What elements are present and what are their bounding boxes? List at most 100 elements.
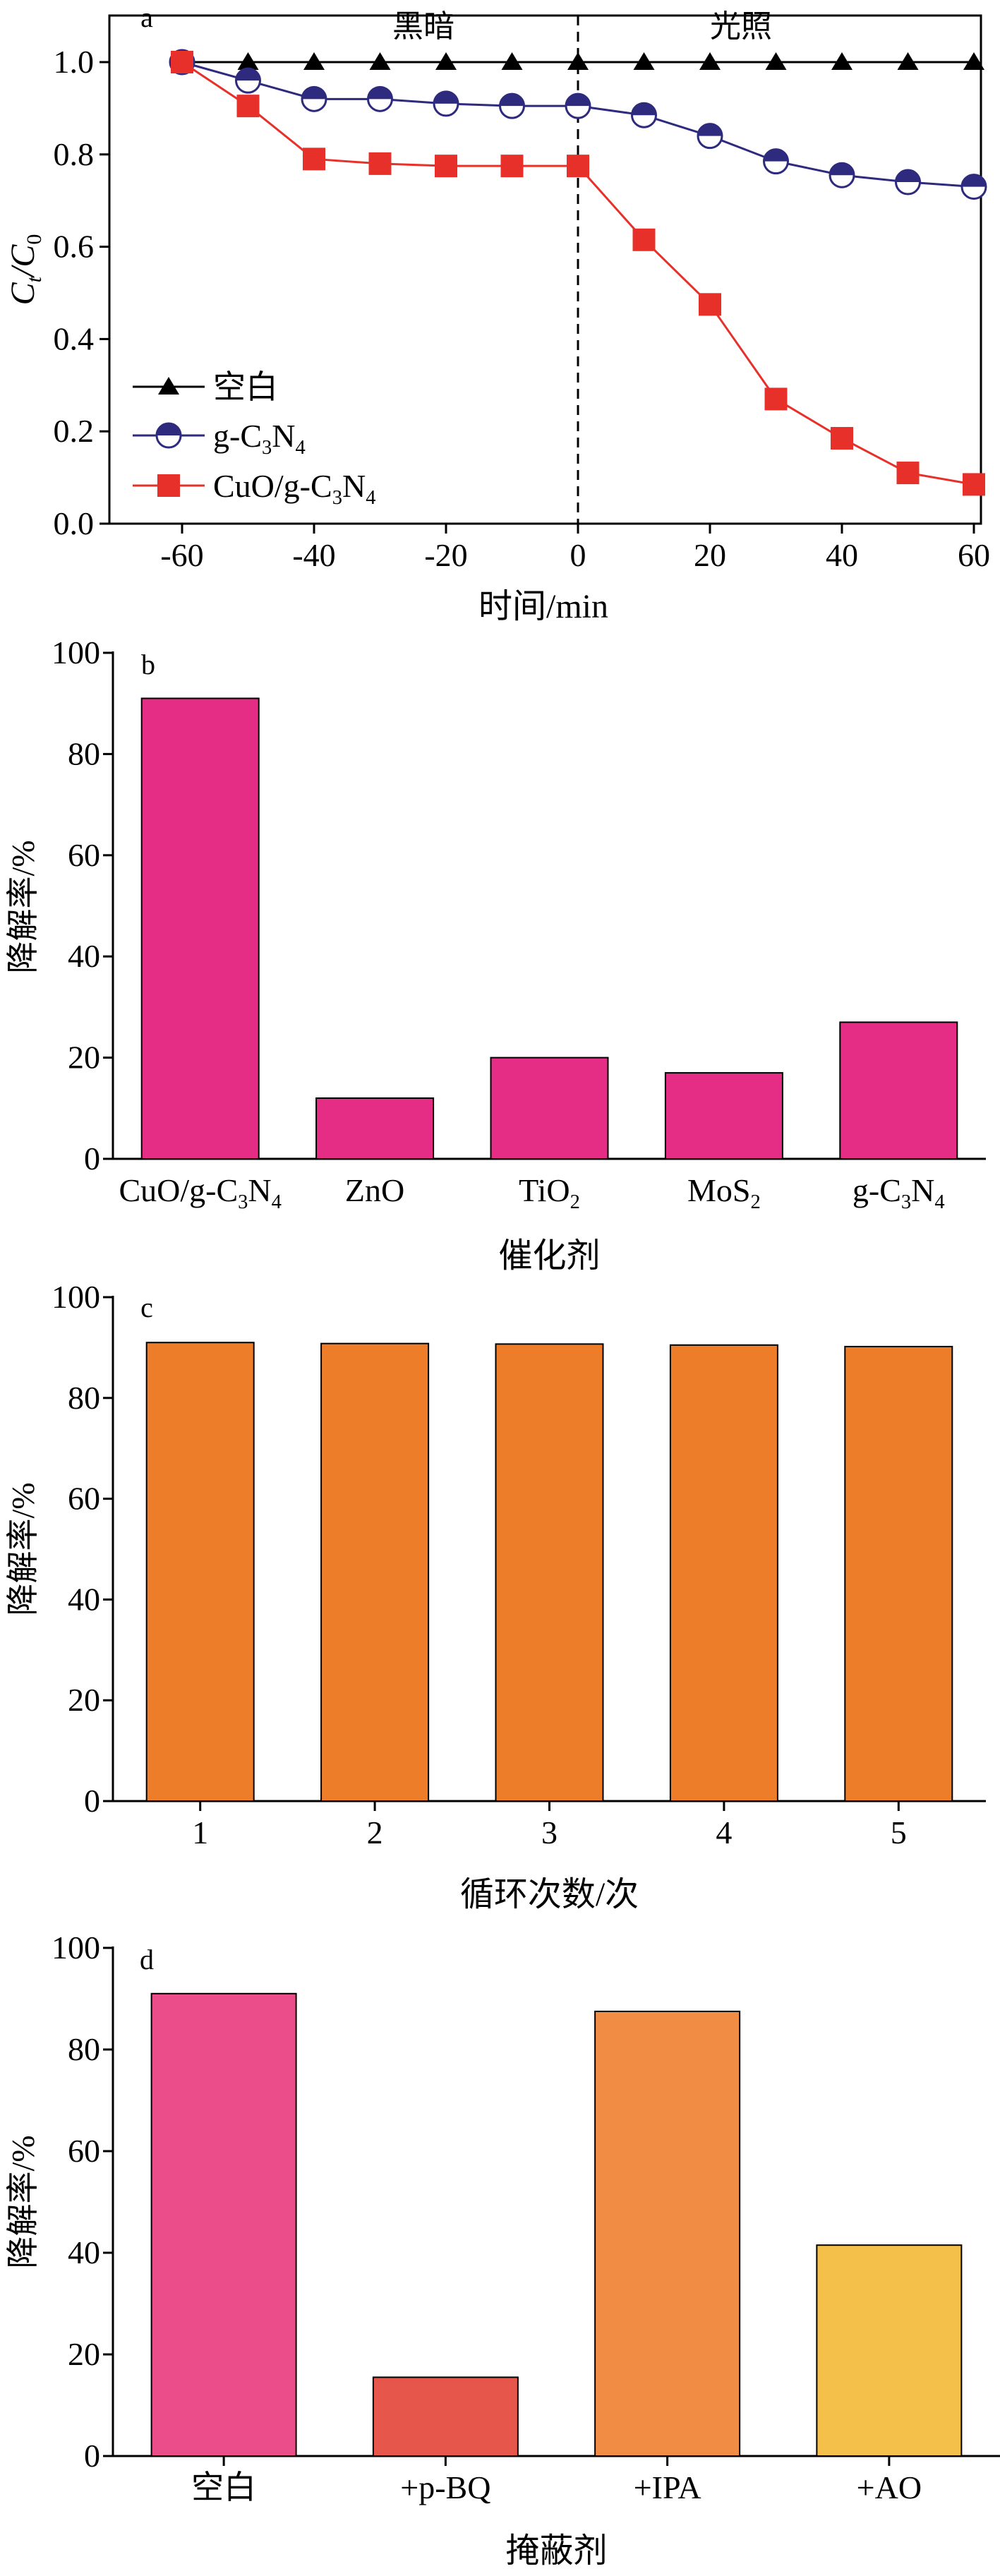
y-tick-label: 0 [84,2438,100,2474]
data-point [303,52,325,70]
data-point [237,52,259,70]
x-tick-label-part: N [248,1172,271,1208]
data-point-fill [566,94,590,107]
x-tick-label-part: N [911,1172,934,1208]
x-tick-label: 4 [716,1814,732,1850]
y-tick-label: 40 [68,2234,100,2270]
legend-label-part: 3 [332,487,342,509]
legend-label-part: 4 [296,437,306,459]
bar [372,2376,519,2457]
data-point [831,52,853,70]
x-tick-label: MoS2 [687,1172,761,1213]
y-tick-label: 0.4 [54,320,95,356]
x-tick-label-part: MoS [687,1172,750,1208]
x-tick-label-part: 2 [751,1191,761,1213]
data-point-fill [896,170,920,183]
y-axis-label-part: t [23,276,46,282]
data-point [567,52,589,70]
legend-label-part: N [272,418,295,454]
data-point-fill [698,124,722,136]
x-tick-label: 5 [891,1814,907,1850]
legend-label: CuO/g-C3N4 [213,468,375,509]
data-point [301,85,327,112]
x-tick-label-part: 4 [934,1191,944,1213]
x-axis-label: 时间/min [478,588,608,625]
y-axis-label: 降解率/% [5,840,41,973]
y-tick-label: 0.0 [54,505,95,541]
panel-a: a 黑暗 光照-60 -40 -20 0 20 40 600.00.20.40.60.81.0时… [4,1,990,625]
x-tick-label: -20 [424,537,467,573]
data-point [367,85,393,112]
x-tick-label: +IPA [634,2469,701,2505]
x-tick-label: +p-BQ [400,2469,490,2505]
bar [594,2011,741,2457]
legend-marker-fill [157,423,181,435]
panel-d: d 0 20 40 60 80 100 空白 +p-BQ +IPA +AO 掩蔽剂 降解率/% [5,1930,1000,2570]
data-point-fill [434,91,458,104]
x-tick-label-part: CuO/g-C [119,1172,238,1208]
data-point [171,51,193,73]
y-tick-label: 20 [68,1040,100,1076]
data-point [897,52,919,70]
data-point [960,174,987,200]
bar [140,697,260,1160]
legend-marker [155,422,182,449]
data-point [236,95,260,118]
x-tick-label-part: ZnO [345,1172,404,1208]
y-tick-label: 100 [52,1930,100,1966]
data-point-fill [368,87,392,100]
y-tick-label: 20 [68,1682,100,1718]
legend-marker [157,474,180,497]
y-tick-label: 100 [52,634,100,670]
y-tick-label: 80 [68,735,100,771]
y-tick-label: 0 [84,1783,100,1819]
data-point [697,123,723,150]
panel-c: c 0 20 40 60 80 100 1 2 3 4 5 循环次数/次 降解率/% [5,1279,986,1913]
y-tick-label: 80 [68,2031,100,2067]
legend-marker [158,377,179,395]
data-point [499,92,525,119]
panel-label: c [140,1292,153,1323]
x-tick-label: 2 [367,1814,383,1850]
bar [669,1344,778,1802]
x-tick-label-part: 2 [570,1191,580,1213]
data-point [633,52,655,70]
y-axis-label-part: /C [4,244,42,279]
legend-label: g-C3N4 [213,418,306,459]
plot-frame [108,14,982,525]
legend-label-part: N [342,468,366,504]
x-tick-label: TiO2 [519,1172,580,1213]
legend-label: 空白 [213,369,278,405]
data-point [829,162,855,188]
y-axis-label: 降解率/% [5,1482,41,1615]
x-tick-label: 0 [570,537,586,573]
region-label-dark: 黑暗 [392,9,454,44]
series-2 [171,51,985,496]
series-0 [171,52,984,70]
y-tick-label: 40 [68,1581,100,1617]
x-tick-label-part: 4 [272,1191,282,1213]
y-tick-label: 60 [68,1481,100,1517]
y-tick-label: 80 [68,1380,100,1416]
data-point [963,52,984,70]
x-tick-label-part: TiO [519,1172,570,1208]
panel-label: d [140,1944,154,1975]
y-tick-label: 40 [68,938,100,974]
x-tick-label: ZnO [345,1172,404,1208]
y-tick-label: 1.0 [54,44,95,80]
data-point-fill [632,103,656,116]
data-point [567,155,589,178]
y-tick-label: 0 [84,1140,100,1176]
y-tick-label: 0.2 [54,413,95,449]
x-axis-label: 掩蔽剂 [505,2532,607,2570]
y-tick-label: 100 [52,1279,100,1315]
data-point-fill [236,68,260,81]
legend-label-part: g-C [213,418,262,454]
data-point-fill [764,149,788,162]
data-point [303,148,325,171]
bar [495,1343,604,1802]
bar [844,1345,953,1802]
bar [816,2244,963,2457]
